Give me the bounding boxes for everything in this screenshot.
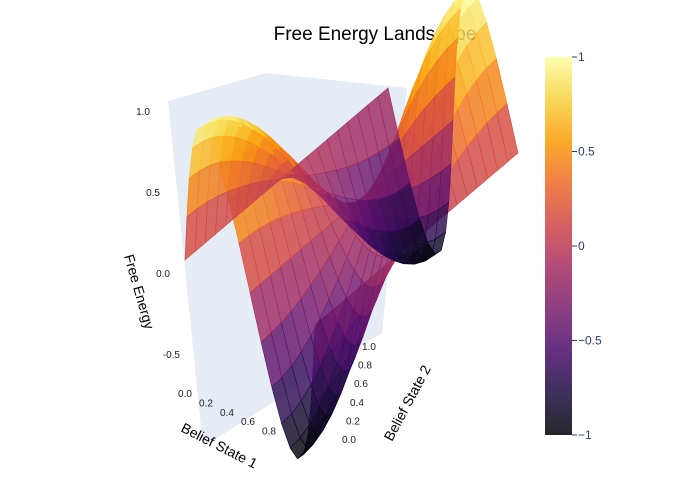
colorbar-tick-label: 0.5 [578, 145, 595, 159]
x-tick-label: 0.6 [241, 417, 255, 428]
colorbar-tick-label: −1 [578, 428, 592, 442]
z-tick-label: 1.0 [136, 107, 150, 118]
z-axis-title: Free Energy [121, 252, 158, 330]
y-tick-label: 0.2 [346, 416, 360, 427]
y-tick-label: 1.0 [362, 342, 376, 353]
y-tick-label: 0.4 [350, 398, 364, 409]
y-tick-label: 0.0 [342, 435, 356, 446]
colorbar-tick-label: 1 [578, 50, 585, 64]
x-tick-label: 0.4 [220, 408, 234, 419]
colorbar [545, 57, 572, 435]
z-tick-label: 0.0 [156, 269, 170, 280]
y-tick-label: 0.8 [358, 361, 372, 372]
axis-ticks: -0.5 0.0 0.5 1.0 0.0 0.2 0.4 0.6 0.8 0.0 0.2 0.4 0.6… [136, 107, 376, 446]
z-tick-label: -0.5 [163, 350, 181, 361]
x-tick-label: 0.0 [178, 389, 192, 400]
colorbar-ticks: 1 0.5 0 −0.5 −1 [572, 50, 602, 442]
z-tick-label: 0.5 [146, 188, 160, 199]
chart-title: Free Energy Landscape [274, 24, 477, 45]
surface-patch [184, 208, 198, 261]
y-tick-label: 0.6 [354, 379, 368, 390]
surface-plot [184, 0, 519, 460]
x-tick-label: 0.2 [199, 398, 213, 409]
colorbar-tick-label: −0.5 [578, 334, 602, 348]
colorbar-tick-label: 0 [578, 239, 585, 253]
x-tick-label: 0.8 [262, 427, 276, 438]
y-axis-title: Belief State 2 [381, 362, 434, 443]
